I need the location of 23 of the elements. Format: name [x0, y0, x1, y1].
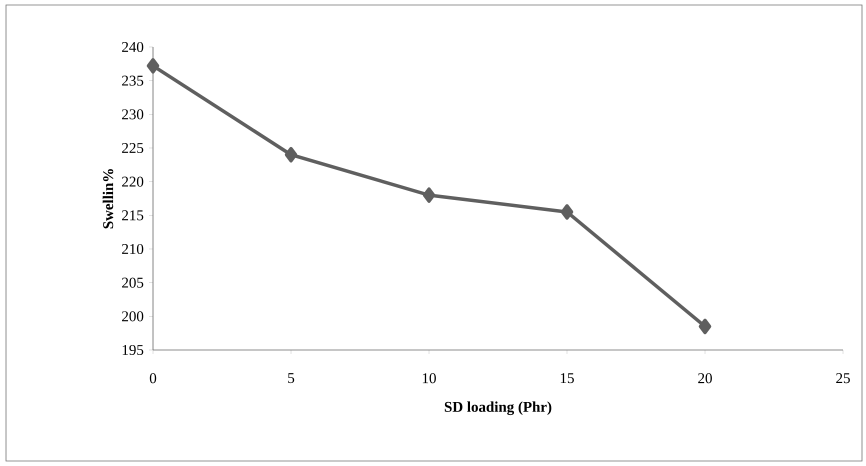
y-tick-label: 220: [122, 176, 144, 187]
y-tick-label: 210: [122, 244, 144, 254]
x-tick-label: 5: [288, 373, 294, 384]
y-tick-label: 230: [122, 109, 144, 120]
y-tick-label: 215: [122, 210, 144, 220]
point: [560, 204, 574, 220]
x-tick-label: 25: [836, 373, 850, 384]
y-tick-label: 200: [122, 311, 144, 322]
y-tick-label: 205: [122, 278, 144, 288]
y-axis-title: Swellin%: [102, 169, 114, 228]
y-tick-label: 195: [122, 344, 144, 355]
x-tick-label: 10: [422, 373, 436, 384]
y-tick-label: 225: [122, 142, 144, 153]
y-tick-label: 240: [122, 42, 144, 52]
x-tick-label: 20: [698, 373, 712, 384]
point: [698, 318, 712, 334]
point: [422, 187, 436, 203]
y-tick-label: 235: [122, 76, 144, 86]
point: [146, 58, 160, 74]
point: [284, 146, 298, 162]
x-tick-label: 0: [150, 373, 156, 384]
x-tick-label: 15: [560, 373, 574, 384]
x-axis-title: SD loading (Phr): [444, 401, 552, 416]
